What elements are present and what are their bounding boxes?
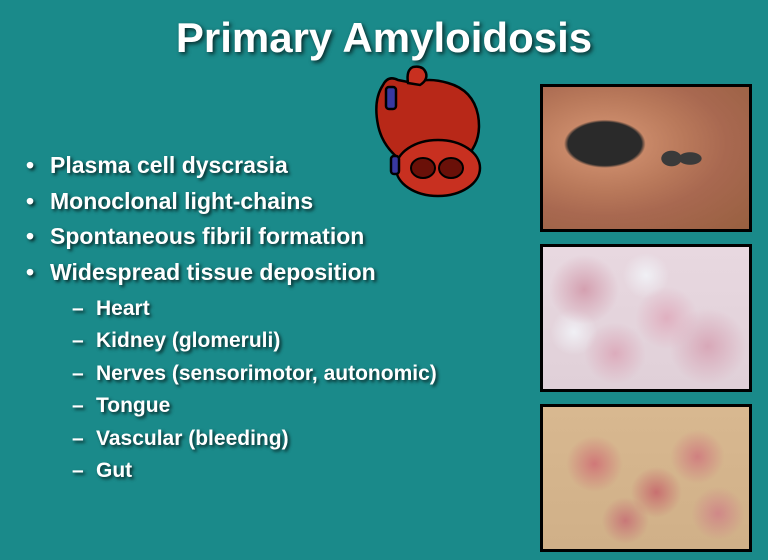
sub-gut: Gut — [50, 455, 437, 488]
bullet-fibril: Spontaneous fibril formation — [26, 219, 437, 255]
sub-tongue: Tongue — [50, 390, 437, 423]
bullet-monoclonal: Monoclonal light-chains — [26, 184, 437, 220]
sub-vascular: Vascular (bleeding) — [50, 423, 437, 456]
sub-kidney: Kidney (glomeruli) — [50, 325, 437, 358]
gross-heart-image — [540, 84, 752, 232]
sub-bullet-list: Heart Kidney (glomeruli) Nerves (sensori… — [50, 293, 437, 488]
bullet-plasma-cell: Plasma cell dyscrasia — [26, 148, 437, 184]
sub-heart: Heart — [50, 293, 437, 326]
histology-image-2 — [540, 404, 752, 552]
bullet-tissue-label: Widespread tissue deposition — [50, 259, 376, 285]
histology-image-1 — [540, 244, 752, 392]
pathology-images-column — [540, 84, 752, 552]
sub-nerves: Nerves (sensorimotor, autonomic) — [50, 358, 437, 391]
slide-title: Primary Amyloidosis — [0, 0, 768, 62]
bullet-content: Plasma cell dyscrasia Monoclonal light-c… — [26, 148, 437, 488]
bullet-tissue-deposition: Widespread tissue deposition Heart Kidne… — [26, 255, 437, 488]
main-bullet-list: Plasma cell dyscrasia Monoclonal light-c… — [26, 148, 437, 488]
